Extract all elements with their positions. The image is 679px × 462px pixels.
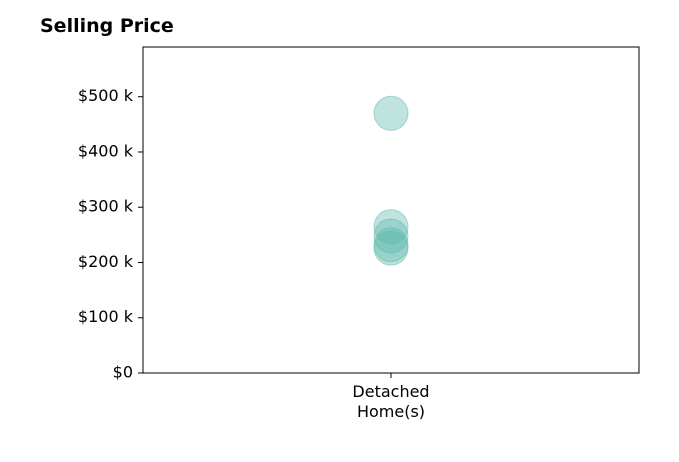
y-tick-label: $0 <box>113 363 133 382</box>
data-point <box>373 230 409 266</box>
y-tick-label: $500 k <box>78 86 134 105</box>
x-tick-label: Detached Home(s) <box>352 382 429 421</box>
y-tick-label: $100 k <box>78 307 134 326</box>
x-tick-label-line: Detached <box>352 382 429 401</box>
x-axis: Detached Home(s) <box>352 373 430 421</box>
data-points <box>373 95 409 266</box>
y-tick-label: $300 k <box>78 197 134 216</box>
y-tick-label: $400 k <box>78 141 134 160</box>
y-tick-label: $200 k <box>78 252 134 271</box>
data-point <box>373 209 409 245</box>
x-tick-label-line: Home(s) <box>357 402 425 421</box>
y-axis: $0 $100 k $200 k $300 k $400 k $500 k <box>78 86 143 382</box>
data-point <box>373 95 409 131</box>
chart-title: Selling Price <box>40 15 174 37</box>
data-point <box>373 218 409 254</box>
